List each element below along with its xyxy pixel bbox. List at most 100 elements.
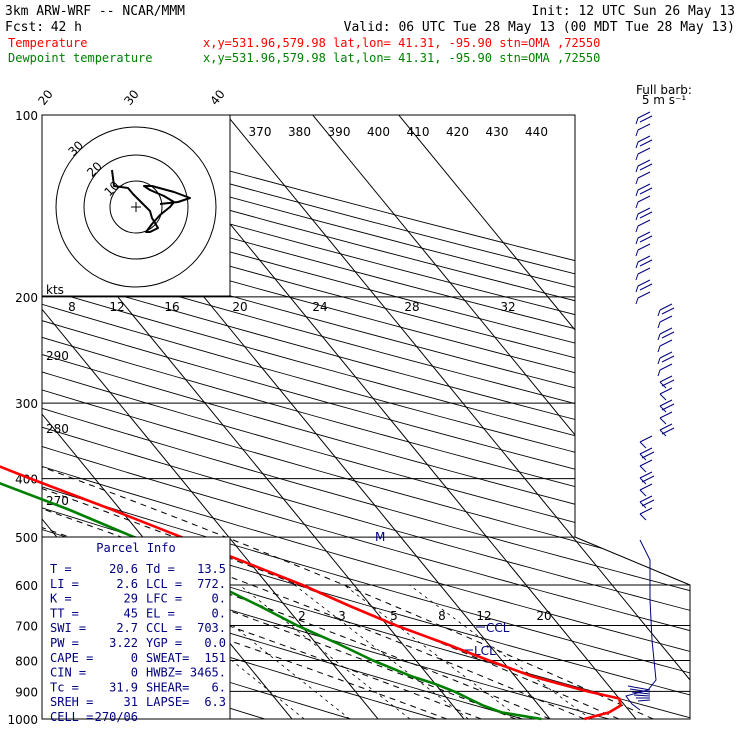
wind-barb [635,171,651,185]
parcel-key: K = [50,592,72,606]
sounding-series [0,465,623,721]
parcel-value: 772. [197,577,226,591]
wind-barb [657,315,673,329]
theta-label: 390 [328,125,351,139]
dry-adiabat [42,127,690,719]
barb-legend-value: 5 m s⁻¹ [642,93,687,107]
mixing-ratio-line [409,584,591,719]
wind-barb [639,471,655,485]
wind-barb [635,195,651,209]
wind-barb [639,507,653,521]
parcel-value: 6.3 [204,695,226,709]
wind-barb-low [633,694,651,697]
isotherm-line [289,115,690,719]
parcel-key: CAPE = [50,651,93,665]
pressure-label: 600 [15,579,38,593]
mixing-ratio-line [294,584,469,719]
theta-e-label: 32 [500,300,515,314]
parcel-key: LFC = [146,592,182,606]
hodograph-ring [55,126,217,288]
moist-adiabat [42,289,654,719]
dry-adiabat [42,127,690,719]
theta-e-label: 24 [312,300,327,314]
wind-barb-low [629,688,651,693]
annotation-lcl: LCL [474,644,496,658]
dewpoint-station-info: x,y=531.96,579.98 lat,lon= 41.31, -95.90… [203,51,600,65]
dry-adiabat [42,127,690,719]
wind-barb [659,423,675,437]
wind-barb [635,111,653,125]
parcel-key: TT = [50,606,79,620]
theta-e-label: 28 [404,300,419,314]
pressure-label: 1000 [7,713,38,727]
wind-barb [659,375,675,389]
parcel-key: T = [50,562,72,576]
theta-label: 420 [446,125,469,139]
wind-barb [635,123,651,137]
wind-barb [657,363,673,377]
wind-barb [635,159,653,173]
grid-labels: -80-70-60-50-40-30-20-100102030403703803… [35,87,551,658]
temperature-legend: Temperature [8,36,87,50]
theta-left-label: 280 [46,422,69,436]
parcel-value: 0. [212,606,226,620]
dry-adiabat [42,127,690,719]
wind-barb [639,459,653,473]
theta-e-label: 20 [232,300,247,314]
mixing-ratio-label: 3 [338,609,346,623]
dry-adiabat [42,127,690,719]
forecast-hour: 42 h [51,20,82,35]
theta-e-label: 16 [164,300,179,314]
theta-label: 430 [486,125,509,139]
wind-barb [635,147,651,161]
parcel-key: CCL = [146,621,182,635]
wind-barbs: M [375,111,675,711]
pressure-label: 300 [15,397,38,411]
parcel-info-panel: Parcel Info T = 20.6 Td = 13.5 LI = 2.6 LCL = 7… [41,536,231,724]
wind-barb [635,231,653,245]
temperature-station-info: x,y=531.96,579.98 lat,lon= 41.31, -95.90… [203,36,600,50]
theta-e-label: 12 [109,300,124,314]
theta-label: 440 [525,125,548,139]
parcel-value: 270/06 [95,710,138,724]
temperature-line [0,465,623,721]
parcel-key: SHEAR= [146,680,189,694]
model-title: 3km ARW-WRF -- NCAR/MMM [5,4,185,19]
isotherm-line [42,115,475,719]
parcel-value: 31 [124,695,138,709]
mixing-ratio-label: 20 [536,609,551,623]
hodograph-ring [109,180,163,234]
dry-adiabat [42,127,690,719]
wind-barb [635,291,651,305]
parcel-key: LI = [50,577,79,591]
theta-e-label: 8 [68,300,76,314]
parcel-key: SWEAT= [146,651,189,665]
dry-adiabat [42,127,690,719]
wind-barb [639,435,653,449]
wind-barb-low [637,699,651,702]
hodograph-units: kts [46,283,64,297]
valid-time: Valid: 06 UTC Tue 28 May 13 (00 MDT Tue … [344,20,735,35]
dry-adiabat [42,127,690,719]
dewpoint-legend: Dewpoint temperature [8,51,153,65]
parcel-key: Td = [146,562,175,576]
wind-barb [635,219,651,233]
forecast-label: Fcst: [5,20,44,35]
parcel-value: 3.22 [109,636,138,650]
parcel-key: PW = [50,636,79,650]
parcel-value: 0 [131,651,138,665]
parcel-value: 6. [212,680,226,694]
dry-adiabat [42,127,395,719]
isotherm-line [203,115,690,719]
wind-barb [657,303,675,317]
theta-label: 380 [288,125,311,139]
parcel-value: 2.7 [116,621,138,635]
isotherm-label: 20 [35,87,55,108]
parcel-value: 703. [197,621,226,635]
wind-barb [635,207,653,221]
wind-barb [639,483,653,497]
barb-legend-title: Full barb: [636,83,692,97]
dry-adiabat [42,127,690,719]
pressure-label: 200 [15,291,38,305]
